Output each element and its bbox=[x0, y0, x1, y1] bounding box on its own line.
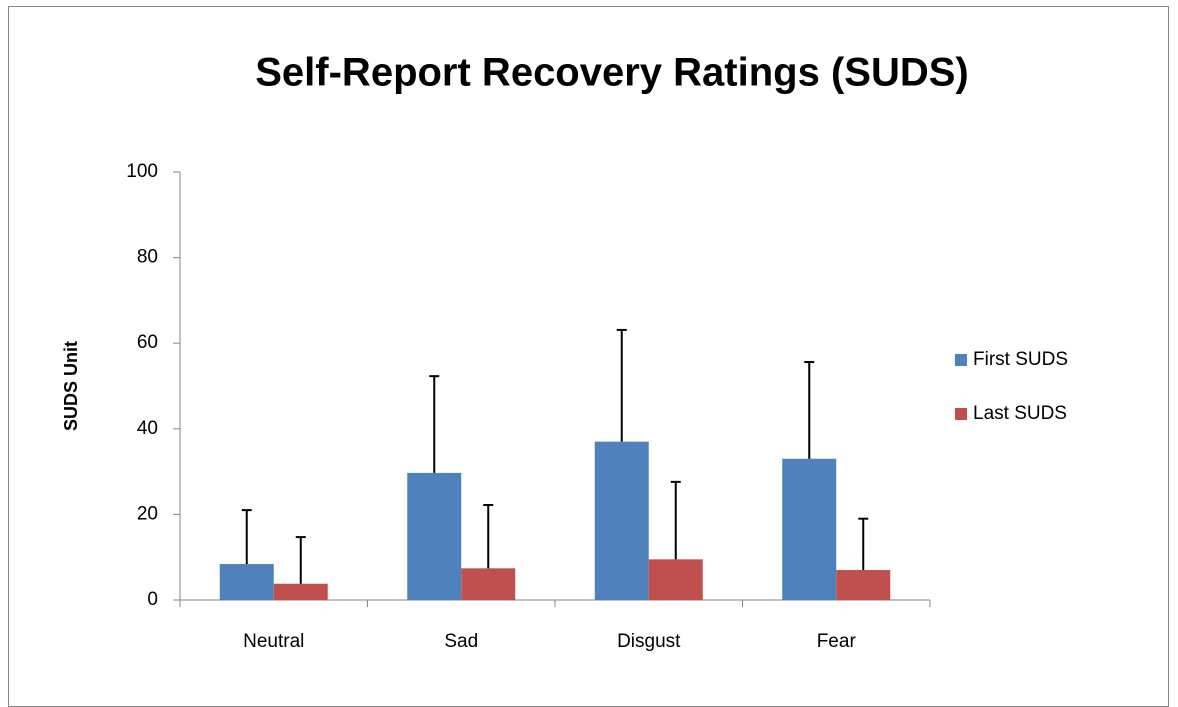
bar bbox=[782, 458, 837, 600]
bar bbox=[273, 583, 328, 600]
bar bbox=[407, 472, 462, 600]
x-tick-label: Neutral bbox=[243, 631, 304, 652]
x-tick-label: Disgust bbox=[617, 631, 681, 652]
y-axis-label: SUDS Unit bbox=[61, 341, 81, 431]
y-tick-label: 80 bbox=[137, 247, 158, 268]
y-tick-label: 20 bbox=[137, 503, 158, 524]
y-tick-label: 0 bbox=[147, 589, 158, 610]
bar bbox=[219, 564, 274, 600]
y-tick-label: 60 bbox=[137, 332, 158, 353]
chart-border bbox=[8, 6, 1169, 707]
bar bbox=[648, 559, 703, 600]
legend-swatch bbox=[955, 354, 967, 366]
legend-label: Last SUDS bbox=[973, 403, 1067, 424]
y-tick-label: 100 bbox=[126, 161, 158, 182]
legend-swatch bbox=[955, 408, 967, 420]
legend-label: First SUDS bbox=[973, 349, 1068, 370]
chart-title: Self-Report Recovery Ratings (SUDS) bbox=[255, 51, 968, 95]
bar bbox=[461, 568, 516, 600]
y-tick-label: 40 bbox=[137, 418, 158, 439]
x-tick-label: Fear bbox=[817, 631, 857, 652]
x-tick-label: Sad bbox=[444, 631, 478, 652]
bar bbox=[594, 441, 649, 600]
bar bbox=[836, 570, 891, 600]
